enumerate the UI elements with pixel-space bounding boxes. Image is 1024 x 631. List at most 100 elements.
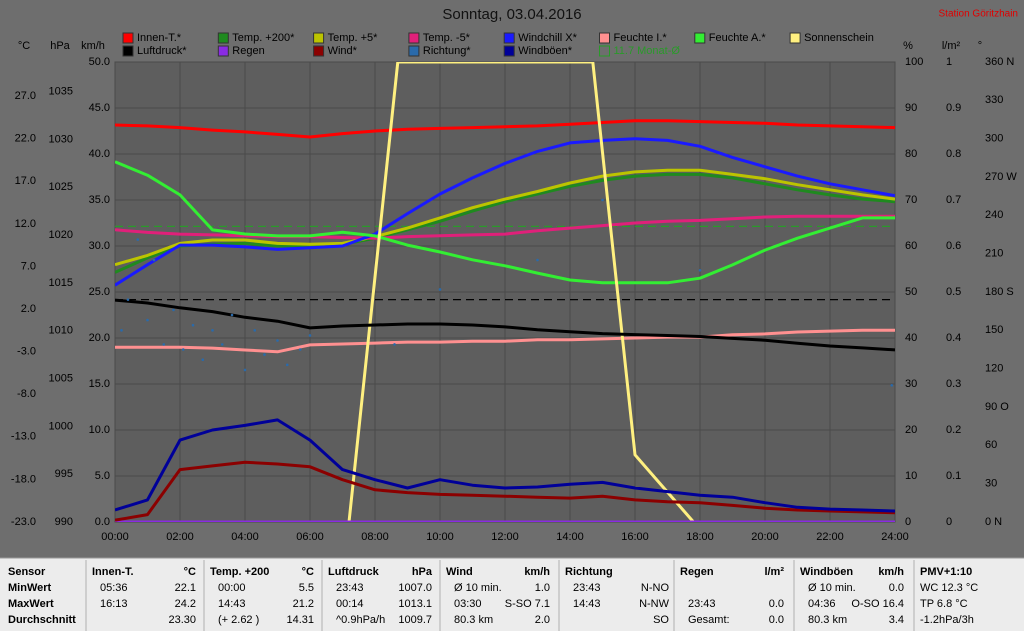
- y-tick-label: 30.0: [89, 240, 110, 252]
- y-tick-label: 25.0: [89, 286, 110, 298]
- legend-swatch: [217, 32, 229, 44]
- direction-dot: [162, 343, 166, 346]
- x-tick-label: 04:00: [231, 531, 259, 543]
- y-tick-label: 90 O: [985, 401, 1009, 413]
- group-unit: km/h: [878, 566, 904, 578]
- direction-dot: [263, 353, 266, 356]
- direction-dot: [146, 318, 149, 322]
- y-tick-label: 40.0: [89, 148, 110, 160]
- group-unit: hPa: [412, 566, 433, 578]
- y-tick-label: 100: [905, 56, 923, 68]
- cell-value: S-SO 7.1: [505, 598, 550, 610]
- cell-value: O-SO 16.4: [851, 598, 904, 610]
- x-tick-label: 22:00: [816, 531, 844, 543]
- cell-time: 14:43: [573, 598, 601, 610]
- series-line: [115, 460, 895, 522]
- series-line: [115, 160, 895, 285]
- cell-value: 23.30: [168, 614, 196, 626]
- cell-value: 1013.1: [398, 598, 432, 610]
- y-tick-label: 270 W: [985, 171, 1017, 183]
- legend-swatch: [503, 32, 515, 44]
- cell-value: 0.0: [769, 614, 784, 626]
- y-tick-label: 120: [985, 363, 1003, 375]
- legend-swatch: [408, 45, 420, 57]
- y-tick-label: 0.2: [946, 424, 961, 436]
- legend-label: Temp. +5*: [328, 32, 379, 44]
- series-line: [115, 298, 895, 352]
- y-tick-label: 40: [905, 332, 917, 344]
- y-tick-label: 1000: [49, 420, 73, 432]
- cell-value: 22.1: [175, 582, 196, 594]
- legend-label: Windchill X*: [518, 32, 577, 44]
- row-label: Durchschnitt: [8, 614, 76, 626]
- y-tick-label: 1020: [49, 229, 73, 241]
- cell-time: 23:43: [688, 598, 716, 610]
- y-tick-label: 0: [946, 516, 952, 528]
- legend-swatch: [599, 32, 610, 44]
- direction-dot: [308, 334, 312, 337]
- direction-dot: [126, 298, 130, 301]
- direction-dot: [285, 363, 289, 367]
- y-tick-label: 0: [905, 516, 911, 528]
- y-tick-label: 10: [905, 470, 917, 482]
- y-tick-label: 0.9: [946, 102, 961, 114]
- y-tick-label: 240: [985, 209, 1003, 221]
- direction-dot: [393, 343, 396, 346]
- group-title: Innen-T.: [92, 566, 134, 578]
- legend-label: Wind*: [328, 45, 358, 57]
- cell-value: 1009.7: [398, 614, 432, 626]
- legend-label: Temp. -5*: [423, 32, 471, 44]
- y-tick-label: 60: [985, 439, 997, 451]
- direction-dot: [298, 348, 302, 351]
- cell-time: 14:43: [218, 598, 246, 610]
- group-title: PMV+1:10: [920, 566, 972, 578]
- y-tick-label: 1015: [49, 277, 73, 289]
- cell-time: 00:00: [218, 582, 246, 594]
- direction-dot: [438, 288, 442, 291]
- legend-swatch: [313, 45, 325, 57]
- direction-dot: [120, 329, 123, 332]
- cell-time: 23:43: [336, 582, 364, 594]
- group-title: Temp. +200: [210, 566, 269, 578]
- x-tick-label: 00:00: [101, 531, 129, 543]
- y-tick-label: 0.4: [946, 332, 961, 344]
- cell-time: 16:13: [100, 598, 128, 610]
- x-tick-label: 18:00: [686, 531, 714, 543]
- direction-dot: [890, 383, 894, 387]
- row-label: MaxWert: [8, 598, 54, 610]
- direction-dot: [536, 258, 539, 262]
- group-title: Regen: [680, 566, 714, 578]
- legend-label: Regen: [232, 45, 264, 57]
- y-tick-label: 1005: [49, 372, 73, 384]
- axis-unit: hPa: [50, 40, 70, 52]
- cell-value: 2.0: [535, 614, 550, 626]
- x-tick-label: 12:00: [491, 531, 519, 543]
- legend-label: Innen-T.*: [137, 32, 182, 44]
- y-tick-label: 0.3: [946, 378, 961, 390]
- y-tick-label: 300: [985, 133, 1003, 145]
- x-tick-label: 08:00: [361, 531, 389, 543]
- series-line: [115, 137, 895, 287]
- group-unit: °C: [184, 566, 196, 578]
- legend-swatch: [789, 32, 801, 44]
- legend-label: Feuchte I.*: [614, 32, 668, 44]
- axis-unit: %: [903, 40, 913, 52]
- y-tick-label: -8.0: [17, 388, 36, 400]
- series-line: [115, 418, 895, 513]
- cell-value: 5.5: [299, 582, 314, 594]
- x-tick-label: 14:00: [556, 531, 584, 543]
- legend-label: Temp. +200*: [232, 32, 295, 44]
- legend-swatch: [599, 45, 610, 57]
- x-tick-label: 16:00: [621, 531, 649, 543]
- y-tick-label: 60: [905, 240, 917, 252]
- y-tick-label: 0.0: [95, 516, 110, 528]
- cell-value: 14.31: [286, 614, 314, 626]
- row-label: Sensor: [8, 566, 46, 578]
- cell-time: (+ 2.62 ): [218, 614, 259, 626]
- cell-value: 21.2: [293, 598, 314, 610]
- y-tick-label: 330: [985, 94, 1003, 106]
- cell-time: 05:36: [100, 582, 128, 594]
- x-tick-label: 20:00: [751, 531, 779, 543]
- x-tick-label: 24:00: [881, 531, 909, 543]
- y-tick-label: 70: [905, 194, 917, 206]
